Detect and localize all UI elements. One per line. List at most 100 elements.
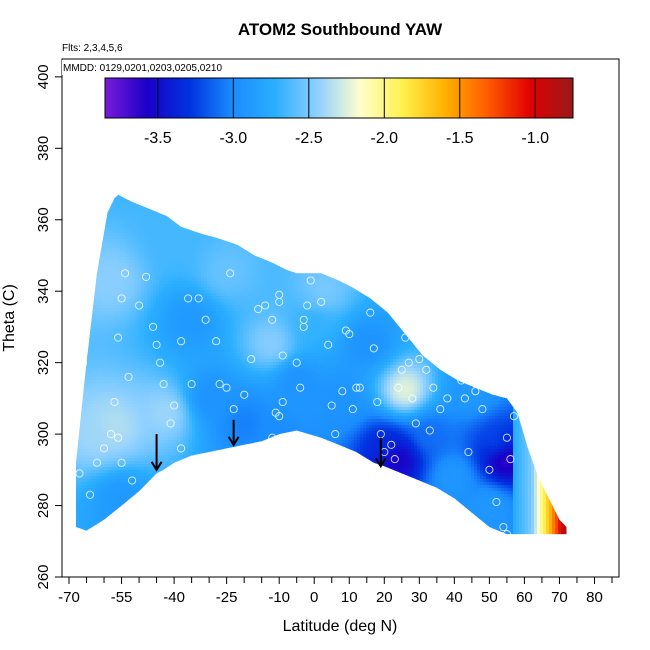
heatmap-cell [291, 257, 295, 261]
heatmap-cell [294, 215, 298, 219]
heatmap-cell [351, 242, 355, 246]
heatmap-cell [543, 191, 547, 195]
heatmap-cell [225, 191, 229, 195]
heatmap-cell [186, 266, 190, 270]
heatmap-cell [318, 263, 322, 267]
heatmap-cell [76, 257, 79, 261]
heatmap-cell [312, 275, 316, 279]
heatmap-cell [468, 266, 472, 270]
heatmap-cell [297, 236, 301, 240]
heatmap-cell [114, 200, 118, 204]
heatmap-cell [402, 206, 406, 210]
heatmap-cell [123, 221, 127, 225]
heatmap-cell [153, 227, 157, 231]
heatmap-cell [483, 227, 487, 231]
heatmap-cell [249, 227, 253, 231]
heatmap-cell [174, 212, 178, 216]
heatmap-cell [348, 251, 352, 255]
heatmap-cell [216, 278, 220, 282]
heatmap-cell [420, 197, 424, 201]
heatmap-cell [309, 209, 313, 213]
heatmap-cell [255, 218, 259, 222]
heatmap-cell [384, 194, 388, 198]
heatmap-cell [76, 242, 79, 246]
heatmap-cell [549, 200, 553, 204]
heatmap-cell [495, 266, 499, 270]
heatmap-cell [132, 257, 136, 261]
heatmap-cell [369, 200, 373, 204]
heatmap-cell [345, 242, 349, 246]
heatmap-cell [504, 215, 508, 219]
heatmap-cell [555, 272, 559, 276]
heatmap-cell [432, 254, 436, 258]
heatmap-cell [567, 257, 571, 261]
heatmap-cell [414, 269, 418, 273]
heatmap-cell [360, 206, 364, 210]
heatmap-cell [183, 260, 187, 264]
heatmap-cell [309, 200, 313, 204]
heatmap-cell [126, 272, 130, 276]
heatmap-cell [504, 200, 508, 204]
heatmap-cell [456, 200, 460, 204]
heatmap-cell [297, 194, 301, 198]
heatmap-cell [489, 224, 493, 228]
heatmap-cell [105, 221, 109, 225]
heatmap-cell [93, 266, 97, 270]
heatmap-cell [261, 212, 265, 216]
heatmap-cell [72, 191, 76, 195]
heatmap-cell [405, 194, 409, 198]
heatmap-cell [384, 236, 388, 240]
heatmap-cell [297, 230, 301, 234]
heatmap-cell [138, 248, 142, 252]
heatmap-cell [327, 230, 331, 234]
heatmap-cell [117, 239, 121, 243]
heatmap-cell [246, 245, 250, 249]
heatmap-cell [333, 257, 337, 261]
heatmap-cell [351, 227, 355, 231]
heatmap-cell [267, 203, 271, 207]
heatmap-cell [150, 218, 154, 222]
heatmap-cell [90, 221, 94, 225]
heatmap-cell [222, 200, 226, 204]
heatmap-cell [138, 212, 142, 216]
heatmap-cell [564, 209, 567, 213]
heatmap-cell [210, 272, 214, 276]
heatmap-cell [417, 242, 421, 246]
heatmap-cell [237, 248, 241, 252]
heatmap-cell [159, 218, 163, 222]
heatmap-cell [114, 245, 118, 249]
heatmap-cell [261, 242, 265, 246]
heatmap-cell [90, 257, 94, 261]
heatmap-cell [138, 275, 142, 279]
heatmap-cell [246, 212, 250, 216]
heatmap-cell [108, 239, 112, 243]
heatmap-cell [456, 257, 460, 261]
heatmap-cell [93, 230, 97, 234]
heatmap-cell [396, 203, 400, 207]
heatmap-cell [318, 236, 322, 240]
heatmap-cell [312, 194, 316, 198]
heatmap-cell [258, 269, 262, 273]
heatmap-cell [414, 200, 418, 204]
heatmap-cell [144, 266, 148, 270]
heatmap-cell [474, 209, 478, 213]
heatmap-cell [201, 266, 205, 270]
heatmap-cell [312, 251, 316, 255]
heatmap-cell [180, 197, 184, 201]
heatmap-cell [291, 242, 295, 246]
heatmap-cell [351, 272, 355, 276]
heatmap-cell [156, 248, 160, 252]
heatmap-cell [84, 215, 88, 219]
heatmap-cell [342, 236, 346, 240]
heatmap-cell [84, 197, 88, 201]
heatmap-cell [264, 233, 268, 237]
heatmap-cell [336, 215, 340, 219]
heatmap-cell [492, 242, 496, 246]
heatmap-cell [141, 218, 145, 222]
heatmap-cell [435, 215, 439, 219]
heatmap-cell [96, 254, 100, 258]
heatmap-cell [384, 218, 388, 222]
heatmap-cell [378, 239, 382, 243]
heatmap-cell [204, 209, 208, 213]
heatmap-cell [429, 245, 433, 249]
